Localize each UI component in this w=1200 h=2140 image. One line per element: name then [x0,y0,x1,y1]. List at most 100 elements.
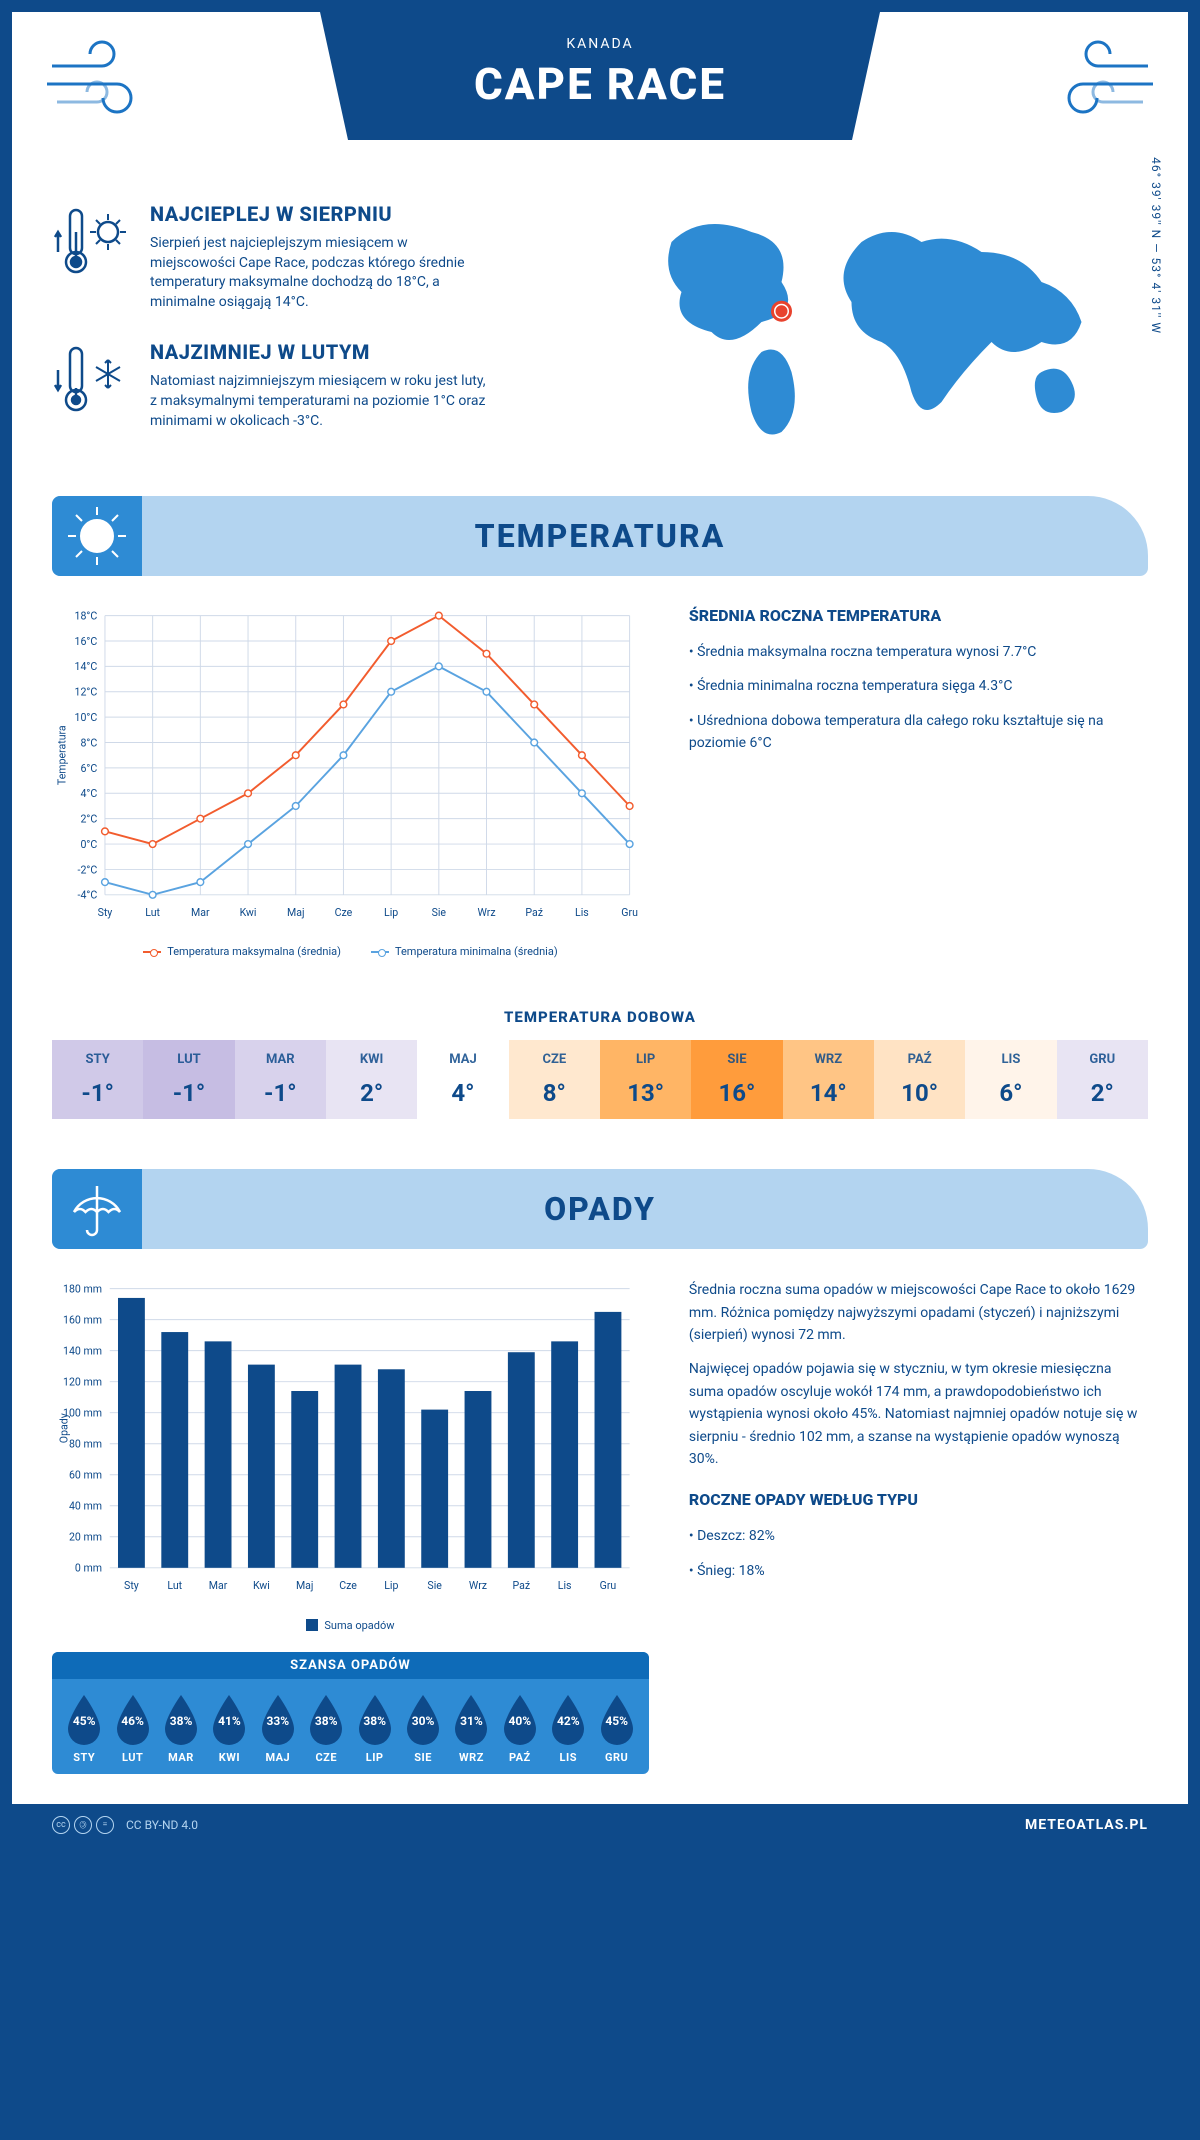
svg-text:4°C: 4°C [80,787,97,800]
svg-text:16°C: 16°C [75,635,98,648]
precipitation-chart-row: 0 mm20 mm40 mm60 mm80 mm100 mm120 mm140 … [12,1249,1188,1803]
temperature-summary: ŚREDNIA ROCZNA TEMPERATURA • Średnia mak… [689,606,1148,958]
svg-text:Kwi: Kwi [240,906,257,919]
warmest-text: Sierpień jest najcieplejszym miesiącem w… [150,234,490,312]
temperature-legend: Temperatura maksymalna (średnia) Temperat… [52,945,649,958]
svg-text:18°C: 18°C [75,609,98,622]
svg-text:12°C: 12°C [75,686,98,699]
precipitation-banner: OPADY [52,1169,1148,1249]
precip-type-bullet: • Deszcz: 82% [689,1525,1148,1547]
precip-chance-cell: 30% SIE [401,1693,445,1764]
daily-temp-cell: MAJ4° [417,1040,508,1119]
precip-chance-cell: 40% PAŹ [498,1693,542,1764]
daily-temperature-strip: STY-1°LUT-1°MAR-1°KWI2°MAJ4°CZE8°LIP13°S… [52,1040,1148,1119]
precip-paragraph: Najwięcej opadów pojawia się w styczniu,… [689,1358,1148,1470]
temperature-heading: TEMPERATURA [475,517,726,555]
svg-text:Temperatura: Temperatura [55,725,68,785]
daily-temp-cell: STY-1° [52,1040,143,1119]
precip-chance-cell: 42% LIS [546,1693,590,1764]
svg-text:Wrz: Wrz [469,1579,487,1592]
daily-temp-cell: GRU2° [1057,1040,1148,1119]
svg-text:Lis: Lis [575,906,589,919]
svg-text:Mar: Mar [191,906,210,919]
svg-text:2°C: 2°C [80,813,97,826]
temp-bullet: • Średnia maksymalna roczna temperatura … [689,641,1148,663]
daily-temp-cell: KWI2° [326,1040,417,1119]
svg-text:-2°C: -2°C [78,863,98,876]
svg-text:Lip: Lip [384,1579,398,1592]
svg-text:0°C: 0°C [80,838,97,851]
precipitation-heading: OPADY [544,1190,656,1228]
precipitation-summary: Średnia roczna suma opadów w miejscowośc… [689,1279,1148,1773]
precipitation-legend: Suma opadów [52,1619,649,1632]
site-name: METEOATLAS.PL [1025,1817,1148,1833]
svg-text:80 mm: 80 mm [69,1438,102,1451]
svg-text:Maj: Maj [287,906,305,919]
wind-icon [1048,36,1158,146]
svg-text:Paź: Paź [513,1579,531,1592]
thermometer-sun-icon [52,202,132,282]
license-text: CC BY-ND 4.0 [126,1818,198,1832]
svg-text:Sie: Sie [432,906,447,919]
svg-text:14°C: 14°C [75,660,98,673]
summary-row: NAJCIEPLEJ W SIERPNIU Sierpień jest najc… [12,192,1188,496]
svg-text:10°C: 10°C [75,711,98,724]
footer: cc 🄯 = CC BY-ND 4.0 METEOATLAS.PL [12,1804,1188,1846]
svg-text:Wrz: Wrz [477,906,495,919]
precip-type-bullet: • Śnieg: 18% [689,1560,1148,1582]
chance-title: SZANSA OPADÓW [52,1652,649,1679]
svg-text:180 mm: 180 mm [63,1283,102,1296]
svg-text:Sty: Sty [98,906,113,919]
svg-text:Sty: Sty [124,1579,139,1592]
umbrella-icon [52,1169,142,1249]
precip-chance-cell: 45% STY [62,1693,106,1764]
precip-chance-cell: 41% KWI [207,1693,251,1764]
daily-temp-heading: TEMPERATURA DOBOWA [12,1008,1188,1026]
cc-icon: cc [52,1816,70,1834]
warmest-title: NAJCIEPLEJ W SIERPNIU [150,202,490,226]
temperature-banner: TEMPERATURA [52,496,1148,576]
svg-text:Lut: Lut [145,906,160,919]
svg-text:120 mm: 120 mm [63,1376,102,1389]
svg-text:0 mm: 0 mm [75,1562,102,1575]
precip-chance-cell: 45% GRU [594,1693,638,1764]
coldest-text: Natomiast najzimniejszym miesiącem w rok… [150,372,490,431]
coldest-block: NAJZIMNIEJ W LUTYM Natomiast najzimniejs… [52,340,585,431]
svg-text:8°C: 8°C [80,736,97,749]
world-map [615,202,1148,462]
thermometer-snowflake-icon [52,340,132,420]
svg-text:140 mm: 140 mm [63,1345,102,1358]
svg-text:Kwi: Kwi [253,1579,270,1592]
daily-temp-cell: SIE16° [691,1040,782,1119]
location-title: CAPE RACE [320,58,880,110]
legend-item: Temperatura minimalna (średnia) [371,945,558,958]
legend-item: Temperatura maksymalna (średnia) [143,945,341,958]
daily-temp-cell: LIS6° [965,1040,1056,1119]
warmest-block: NAJCIEPLEJ W SIERPNIU Sierpień jest najc… [52,202,585,312]
precip-chance-cell: 33% MAJ [256,1693,300,1764]
precip-chance-cell: 38% MAR [159,1693,203,1764]
temperature-line-chart: -4°C-2°C0°C2°C4°C6°C8°C10°C12°C14°C16°C1… [52,606,649,958]
sun-icon [52,496,142,576]
svg-text:Lut: Lut [167,1579,182,1592]
coldest-title: NAJZIMNIEJ W LUTYM [150,340,490,364]
svg-text:Gru: Gru [621,906,638,919]
svg-text:40 mm: 40 mm [69,1500,102,1513]
temp-bullet: • Średnia minimalna roczna temperatura s… [689,675,1148,697]
svg-text:-4°C: -4°C [78,889,98,902]
world-map-col: 46° 39' 39'' N — 53° 4' 31'' W [615,202,1148,466]
temp-bullet: • Uśredniona dobowa temperatura dla całe… [689,710,1148,755]
country-subtitle: KANADA [320,36,880,52]
daily-temp-cell: CZE8° [509,1040,600,1119]
precip-chance-cell: 38% CZE [304,1693,348,1764]
precip-legend-label: Suma opadów [324,1619,394,1632]
temp-side-title: ŚREDNIA ROCZNA TEMPERATURA [689,606,1148,625]
precip-chance-cell: 46% LUT [110,1693,154,1764]
svg-text:Opady: Opady [57,1414,70,1444]
svg-text:60 mm: 60 mm [69,1469,102,1482]
svg-text:Mar: Mar [209,1579,228,1592]
coordinates-label: 46° 39' 39'' N — 53° 4' 31'' W [1149,157,1163,334]
wind-icon [42,36,152,146]
daily-temp-cell: WRZ14° [783,1040,874,1119]
infographic-page: CAPE RACE KANADA [10,10,1190,1848]
